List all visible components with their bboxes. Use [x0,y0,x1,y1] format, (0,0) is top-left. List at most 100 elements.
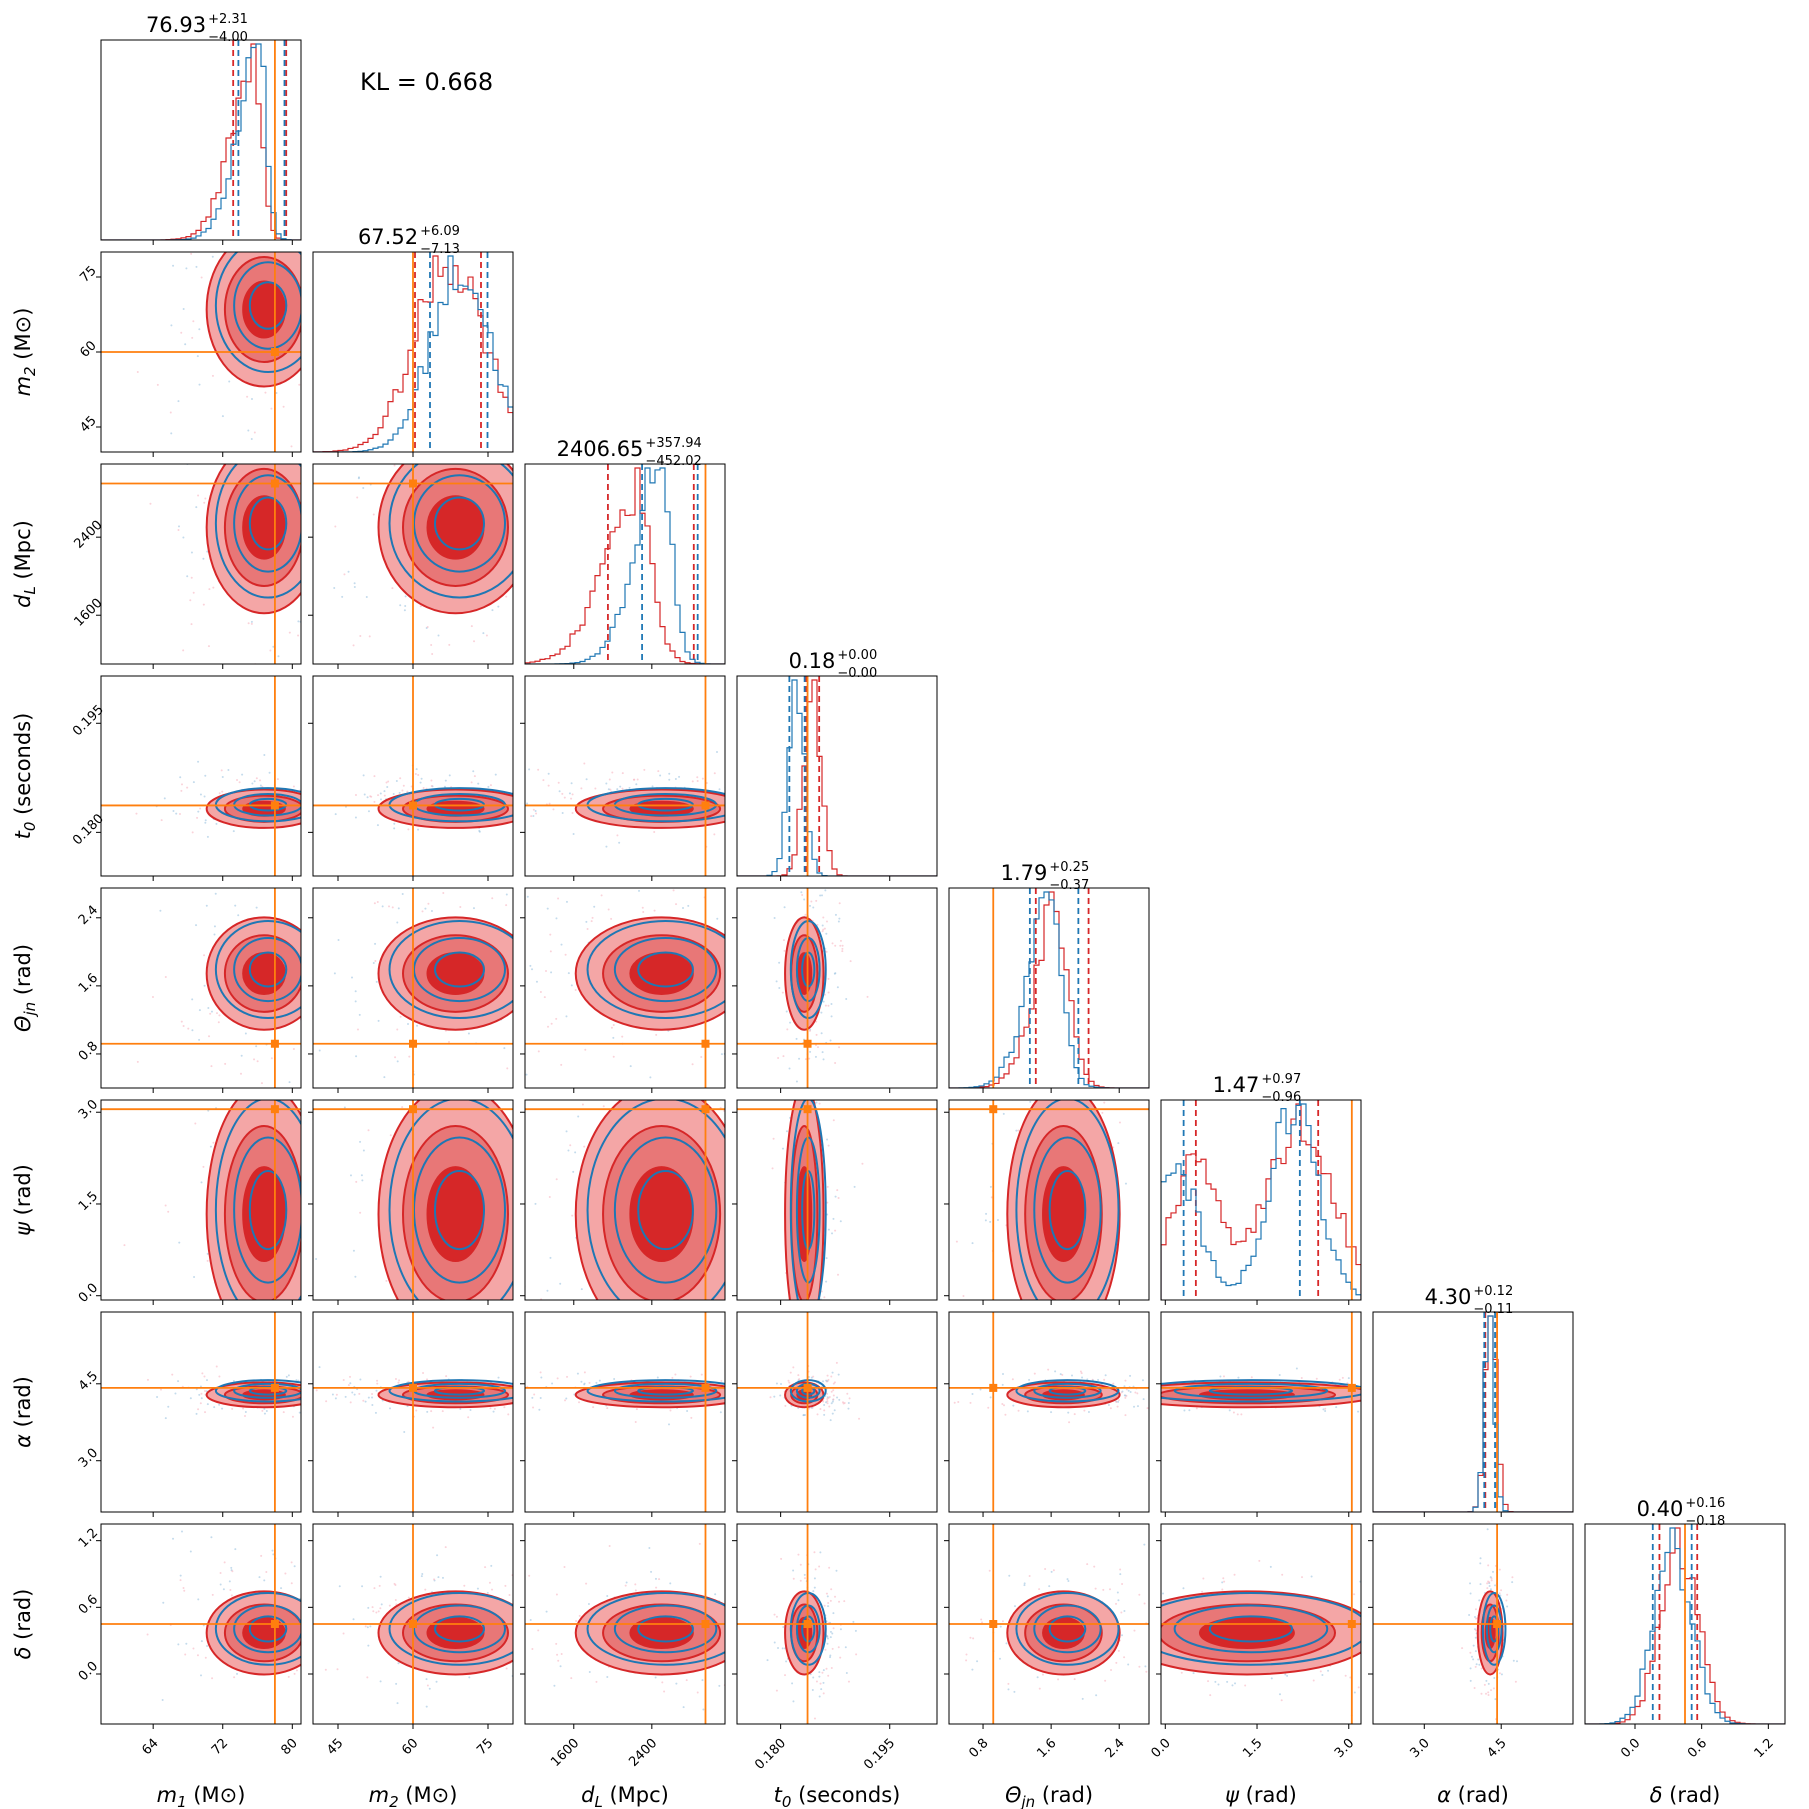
scatter-point [526,895,529,898]
scatter-point [764,1132,766,1134]
scatter-point [316,802,318,804]
scatter-point [330,912,332,914]
scatter-point [334,525,337,528]
scatter-point [483,1370,485,1372]
scatter-point [793,1072,795,1074]
scatter-point [607,788,610,791]
scatter-point [310,1392,312,1394]
truth-marker [409,1105,417,1114]
scatter-point [1091,1369,1093,1371]
scatter-point [359,1140,362,1143]
scatter-point [372,961,375,964]
scatter-point [1123,1385,1126,1388]
scatter-point [1135,1098,1137,1100]
scatter-point [745,802,747,804]
scatter-point [1121,1390,1124,1393]
scatter-point [635,1408,638,1411]
scatter-point [539,940,541,942]
scatter-point [159,1388,162,1391]
scatter-point [541,1035,543,1037]
scatter-point [459,1407,462,1410]
scatter-point [689,1375,692,1378]
scatter-point [325,947,327,949]
scatter-point [779,1394,782,1397]
scatter-point [658,1578,661,1581]
scatter-point [441,1410,444,1413]
scatter-point [516,804,518,806]
scatter-point [1389,1407,1391,1409]
title-median-theta: 1.79 [1001,861,1048,885]
scatter-point [344,1637,346,1639]
truth-marker [701,1105,710,1114]
scatter-point [362,1149,365,1152]
scatter-point [1043,1304,1045,1306]
scatter-point [331,1390,333,1392]
scatter-point [472,907,475,910]
scatter-point [565,1015,568,1018]
scatter-point [833,1366,835,1368]
hist-blue-psi [1161,1103,1361,1300]
scatter-point [743,1665,745,1667]
scatter-point [248,1093,250,1095]
scatter-point [740,1579,742,1581]
scatter-point [788,1067,791,1070]
contour-blue-1 [613,1604,718,1654]
scatter-point [212,1141,215,1144]
truth-marker [1347,1383,1356,1392]
scatter-point [336,1668,339,1671]
scatter-point [349,1004,351,1006]
scatter-point [324,1014,326,1016]
scatter-point [253,431,256,434]
scatter-point [256,1060,259,1063]
scatter-point [570,984,573,987]
scatter-point [743,1400,745,1402]
scatter-point [815,1020,818,1023]
scatter-point [231,1407,234,1410]
scatter-point [304,1393,306,1395]
scatter-point [322,1664,324,1666]
scatter-point [368,635,371,638]
scatter-point [177,400,180,403]
scatter-point [828,1035,830,1037]
scatter-point [369,557,371,559]
scatter-point [506,1067,509,1070]
scatter-point [1154,1393,1156,1395]
scatter-point [1130,999,1132,1001]
scatter-point [821,930,824,933]
scatter-point [563,796,566,799]
contour-blue-0 [789,1100,827,1300]
panel-m2-m2: 67.52 +6.09−7.13 [312,224,514,457]
scatter-point [302,1602,304,1604]
scatter-point [1185,1241,1187,1243]
scatter-point [831,1065,833,1067]
scatter-point [336,387,338,389]
scatter-point [1159,1030,1161,1032]
scatter-point [831,1400,834,1403]
scatter-point [731,1611,733,1613]
scatter-point [1403,1392,1405,1394]
scatter-point [799,1563,802,1566]
scatter-point [775,1382,778,1385]
scatter-point [192,781,195,784]
scatter-point [379,1575,382,1578]
scatter-point [211,1677,214,1680]
scatter-point [783,1650,785,1652]
scatter-point [212,586,215,589]
scatter-point [425,1678,428,1681]
scatter-point [498,880,500,882]
scatter-point [577,1115,580,1118]
panel-frame [524,463,726,665]
scatter-point [366,1626,369,1629]
scatter-point [377,1019,380,1022]
scatter-point [335,1406,337,1408]
scatter-point [192,320,195,323]
scatter-point [202,1165,205,1168]
scatter-point [352,1249,355,1252]
scatter-point [337,1409,339,1411]
scatter-point [1128,926,1130,928]
scatter-point [818,1565,821,1568]
scatter-point [996,1218,999,1221]
scatter-point [822,1058,825,1061]
scatter-point [271,1306,273,1308]
scatter-point [555,1178,558,1181]
